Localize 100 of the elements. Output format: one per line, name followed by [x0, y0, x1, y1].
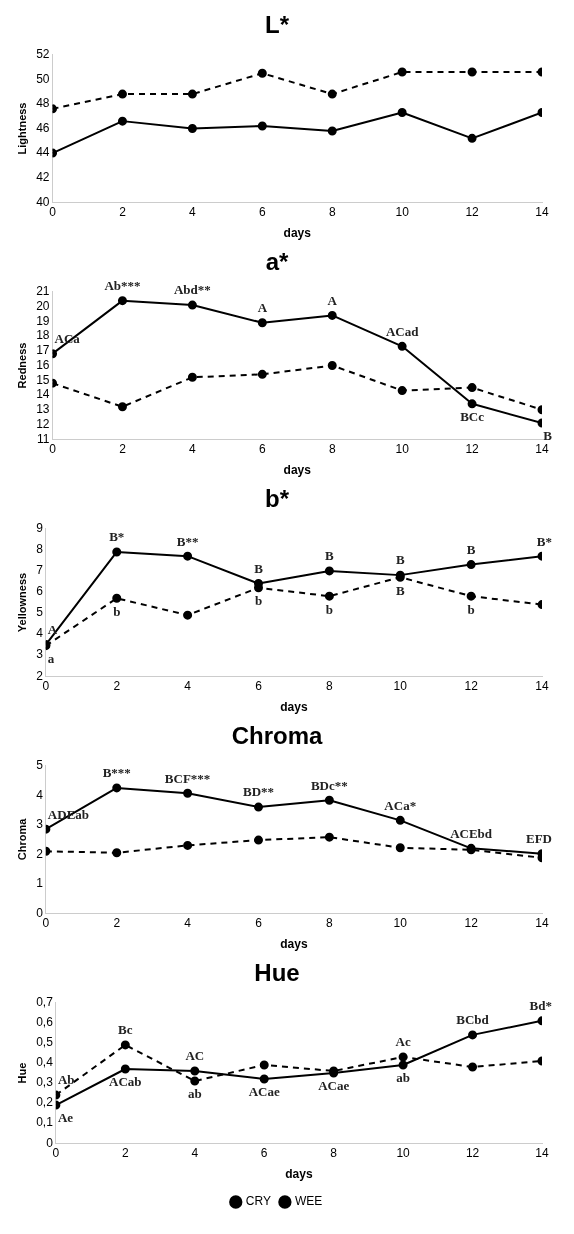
annotation: Ae — [57, 1110, 74, 1126]
y-tick-label: 19 — [36, 313, 50, 328]
y-tick-label: 12 — [36, 416, 50, 431]
chart-title: Chroma — [231, 722, 323, 750]
annotation: ACae — [318, 1078, 350, 1094]
x-axis-title: days — [285, 1167, 313, 1182]
x-tick-label: 8 — [326, 678, 334, 693]
y-tick-label: 17 — [36, 343, 50, 358]
x-tick-label: 2 — [113, 915, 121, 930]
annotation: AC — [185, 1048, 205, 1064]
annotation: ACae — [248, 1084, 280, 1100]
x-axis-title: days — [280, 937, 308, 952]
x-tick-label: 10 — [393, 678, 408, 693]
x-tick-label: 14 — [535, 678, 549, 693]
annotation: ACEbd — [450, 825, 493, 841]
x-tick-label: 4 — [189, 204, 197, 219]
x-tick-label: 4 — [184, 678, 192, 693]
y-axis-title: Hue — [15, 1062, 28, 1084]
x-tick-label: 4 — [191, 1145, 199, 1160]
y-tick-label: 0,2 — [36, 1095, 54, 1110]
chart-title: b* — [265, 485, 290, 513]
annotation: BD** — [242, 784, 275, 800]
annotation: ACa* — [384, 797, 417, 813]
annotation: EFD — [526, 831, 552, 847]
x-tick-label: 12 — [465, 441, 480, 456]
x-axis-title: days — [283, 463, 312, 478]
y-tick-label: 6 — [36, 584, 44, 599]
y-tick-label: 15 — [36, 372, 50, 387]
y-tick-label: 0,4 — [36, 1055, 54, 1070]
annotation: B — [254, 560, 264, 576]
y-tick-label: 18 — [36, 328, 50, 343]
y-axis-title: Lightness — [15, 102, 28, 155]
y-tick-label: 1 — [36, 876, 44, 891]
y-tick-label: 11 — [37, 431, 50, 446]
x-tick-label: 10 — [395, 204, 410, 219]
y-tick-label: 0,6 — [36, 1015, 54, 1030]
y-axis-title: Redness — [15, 342, 28, 389]
y-tick-label: 50 — [36, 71, 50, 86]
x-tick-label: 8 — [330, 1145, 338, 1160]
x-tick-label: 6 — [260, 1145, 268, 1160]
y-tick-label: 9 — [36, 521, 44, 536]
y-tick-label: 16 — [36, 357, 50, 372]
x-tick-label: 2 — [119, 204, 127, 219]
y-axis-title: Chroma — [15, 817, 28, 861]
y-tick-label: 2 — [36, 846, 44, 861]
annotation: b — [467, 601, 475, 617]
annotation: A — [327, 292, 338, 308]
y-tick-label: 5 — [36, 758, 44, 773]
annotation: ab — [396, 1070, 410, 1086]
y-tick-label: 4 — [36, 787, 44, 802]
annotation: B*** — [102, 765, 131, 781]
chart-title: Hue — [254, 959, 300, 987]
y-tick-label: 42 — [36, 169, 50, 184]
y-tick-label: 5 — [36, 605, 44, 620]
annotation: B — [325, 548, 335, 564]
x-tick-label: 4 — [184, 915, 192, 930]
x-tick-label: 2 — [119, 441, 127, 456]
y-tick-label: 8 — [36, 542, 44, 557]
annotation: ACad — [385, 323, 420, 339]
legend-label: WEE — [294, 1194, 323, 1209]
annotation: Bc — [118, 1022, 133, 1038]
y-tick-label: 3 — [36, 647, 44, 662]
x-tick-label: 6 — [258, 204, 266, 219]
x-tick-label: 8 — [328, 204, 336, 219]
x-tick-label: 14 — [535, 441, 549, 456]
x-tick-label: 2 — [121, 1145, 129, 1160]
y-tick-label: 2 — [36, 668, 44, 683]
annotation: ab — [187, 1086, 202, 1102]
annotation: B — [466, 541, 476, 557]
legend-label: CRY — [245, 1194, 271, 1209]
x-tick-label: 10 — [395, 441, 410, 456]
chart-title: a* — [265, 248, 289, 276]
annotation: BCbd — [456, 1012, 490, 1028]
x-tick-label: 2 — [113, 678, 121, 693]
x-axis-title: days — [283, 226, 312, 241]
y-tick-label: 0,5 — [36, 1035, 54, 1050]
x-tick-label: 8 — [326, 915, 334, 930]
y-tick-label: 52 — [36, 47, 50, 62]
chart-title: L* — [265, 11, 290, 39]
y-tick-label: 20 — [36, 298, 50, 313]
annotation: Ab*** — [104, 278, 141, 293]
x-tick-label: 14 — [535, 1145, 549, 1160]
x-tick-label: 6 — [258, 441, 266, 456]
annotation: b — [254, 593, 263, 609]
y-tick-label: 44 — [36, 145, 50, 160]
annotation: B — [395, 552, 405, 568]
annotation: b — [325, 601, 333, 617]
annotation: BCF*** — [164, 770, 211, 786]
x-tick-label: 8 — [328, 441, 336, 456]
annotation: B* — [109, 529, 125, 545]
annotation: Bd* — [529, 998, 552, 1014]
x-tick-label: 10 — [393, 915, 408, 930]
annotation: A — [257, 300, 268, 316]
annotation: BDc** — [310, 777, 348, 793]
y-tick-label: 4 — [36, 626, 44, 641]
x-axis-title: days — [280, 700, 308, 715]
y-tick-label: 13 — [36, 402, 50, 417]
annotation: a — [47, 651, 55, 667]
annotation: B — [543, 428, 553, 444]
y-axis-title: Yellowness — [15, 572, 28, 633]
